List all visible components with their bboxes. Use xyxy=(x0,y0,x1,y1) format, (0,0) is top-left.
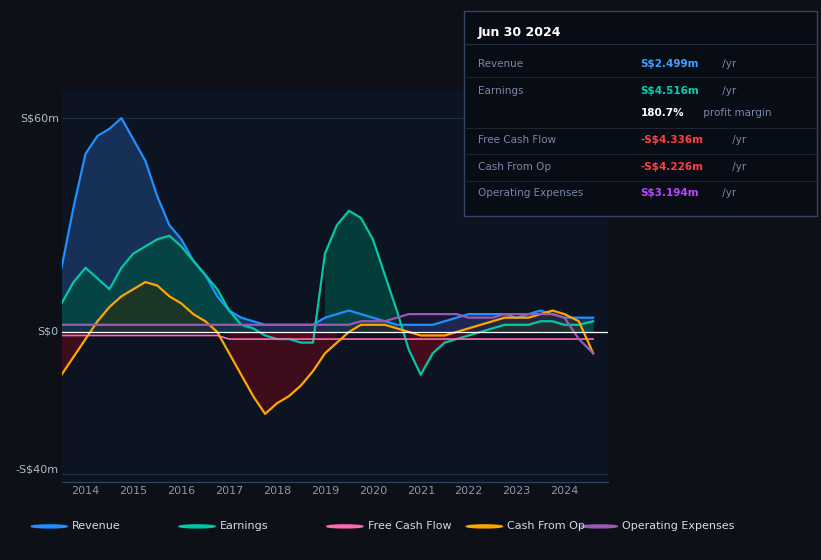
FancyBboxPatch shape xyxy=(464,11,817,216)
Text: Revenue: Revenue xyxy=(72,521,121,531)
Text: -S$4.226m: -S$4.226m xyxy=(640,161,704,171)
Text: S$3.194m: S$3.194m xyxy=(640,188,699,198)
Text: Revenue: Revenue xyxy=(478,59,523,69)
Circle shape xyxy=(581,525,617,528)
Text: /yr: /yr xyxy=(719,59,736,69)
Text: Cash From Op: Cash From Op xyxy=(507,521,585,531)
Text: S$0: S$0 xyxy=(38,327,59,337)
Text: /yr: /yr xyxy=(719,86,736,96)
Text: Jun 30 2024: Jun 30 2024 xyxy=(478,26,562,39)
Text: S$4.516m: S$4.516m xyxy=(640,86,699,96)
Text: /yr: /yr xyxy=(729,135,746,145)
Text: Operating Expenses: Operating Expenses xyxy=(622,521,735,531)
Text: profit margin: profit margin xyxy=(699,109,771,118)
Text: 180.7%: 180.7% xyxy=(640,109,684,118)
Circle shape xyxy=(179,525,215,528)
Text: Free Cash Flow: Free Cash Flow xyxy=(368,521,452,531)
Text: -S$4.336m: -S$4.336m xyxy=(640,135,704,145)
Text: Free Cash Flow: Free Cash Flow xyxy=(478,135,556,145)
Text: /yr: /yr xyxy=(719,188,736,198)
Text: -S$40m: -S$40m xyxy=(16,464,59,474)
Text: Cash From Op: Cash From Op xyxy=(478,161,551,171)
Circle shape xyxy=(327,525,363,528)
Circle shape xyxy=(31,525,67,528)
Text: Earnings: Earnings xyxy=(220,521,268,531)
Text: S$2.499m: S$2.499m xyxy=(640,59,699,69)
Circle shape xyxy=(466,525,502,528)
Text: Operating Expenses: Operating Expenses xyxy=(478,188,583,198)
Text: /yr: /yr xyxy=(729,161,746,171)
Text: S$60m: S$60m xyxy=(20,113,59,123)
Text: Earnings: Earnings xyxy=(478,86,524,96)
